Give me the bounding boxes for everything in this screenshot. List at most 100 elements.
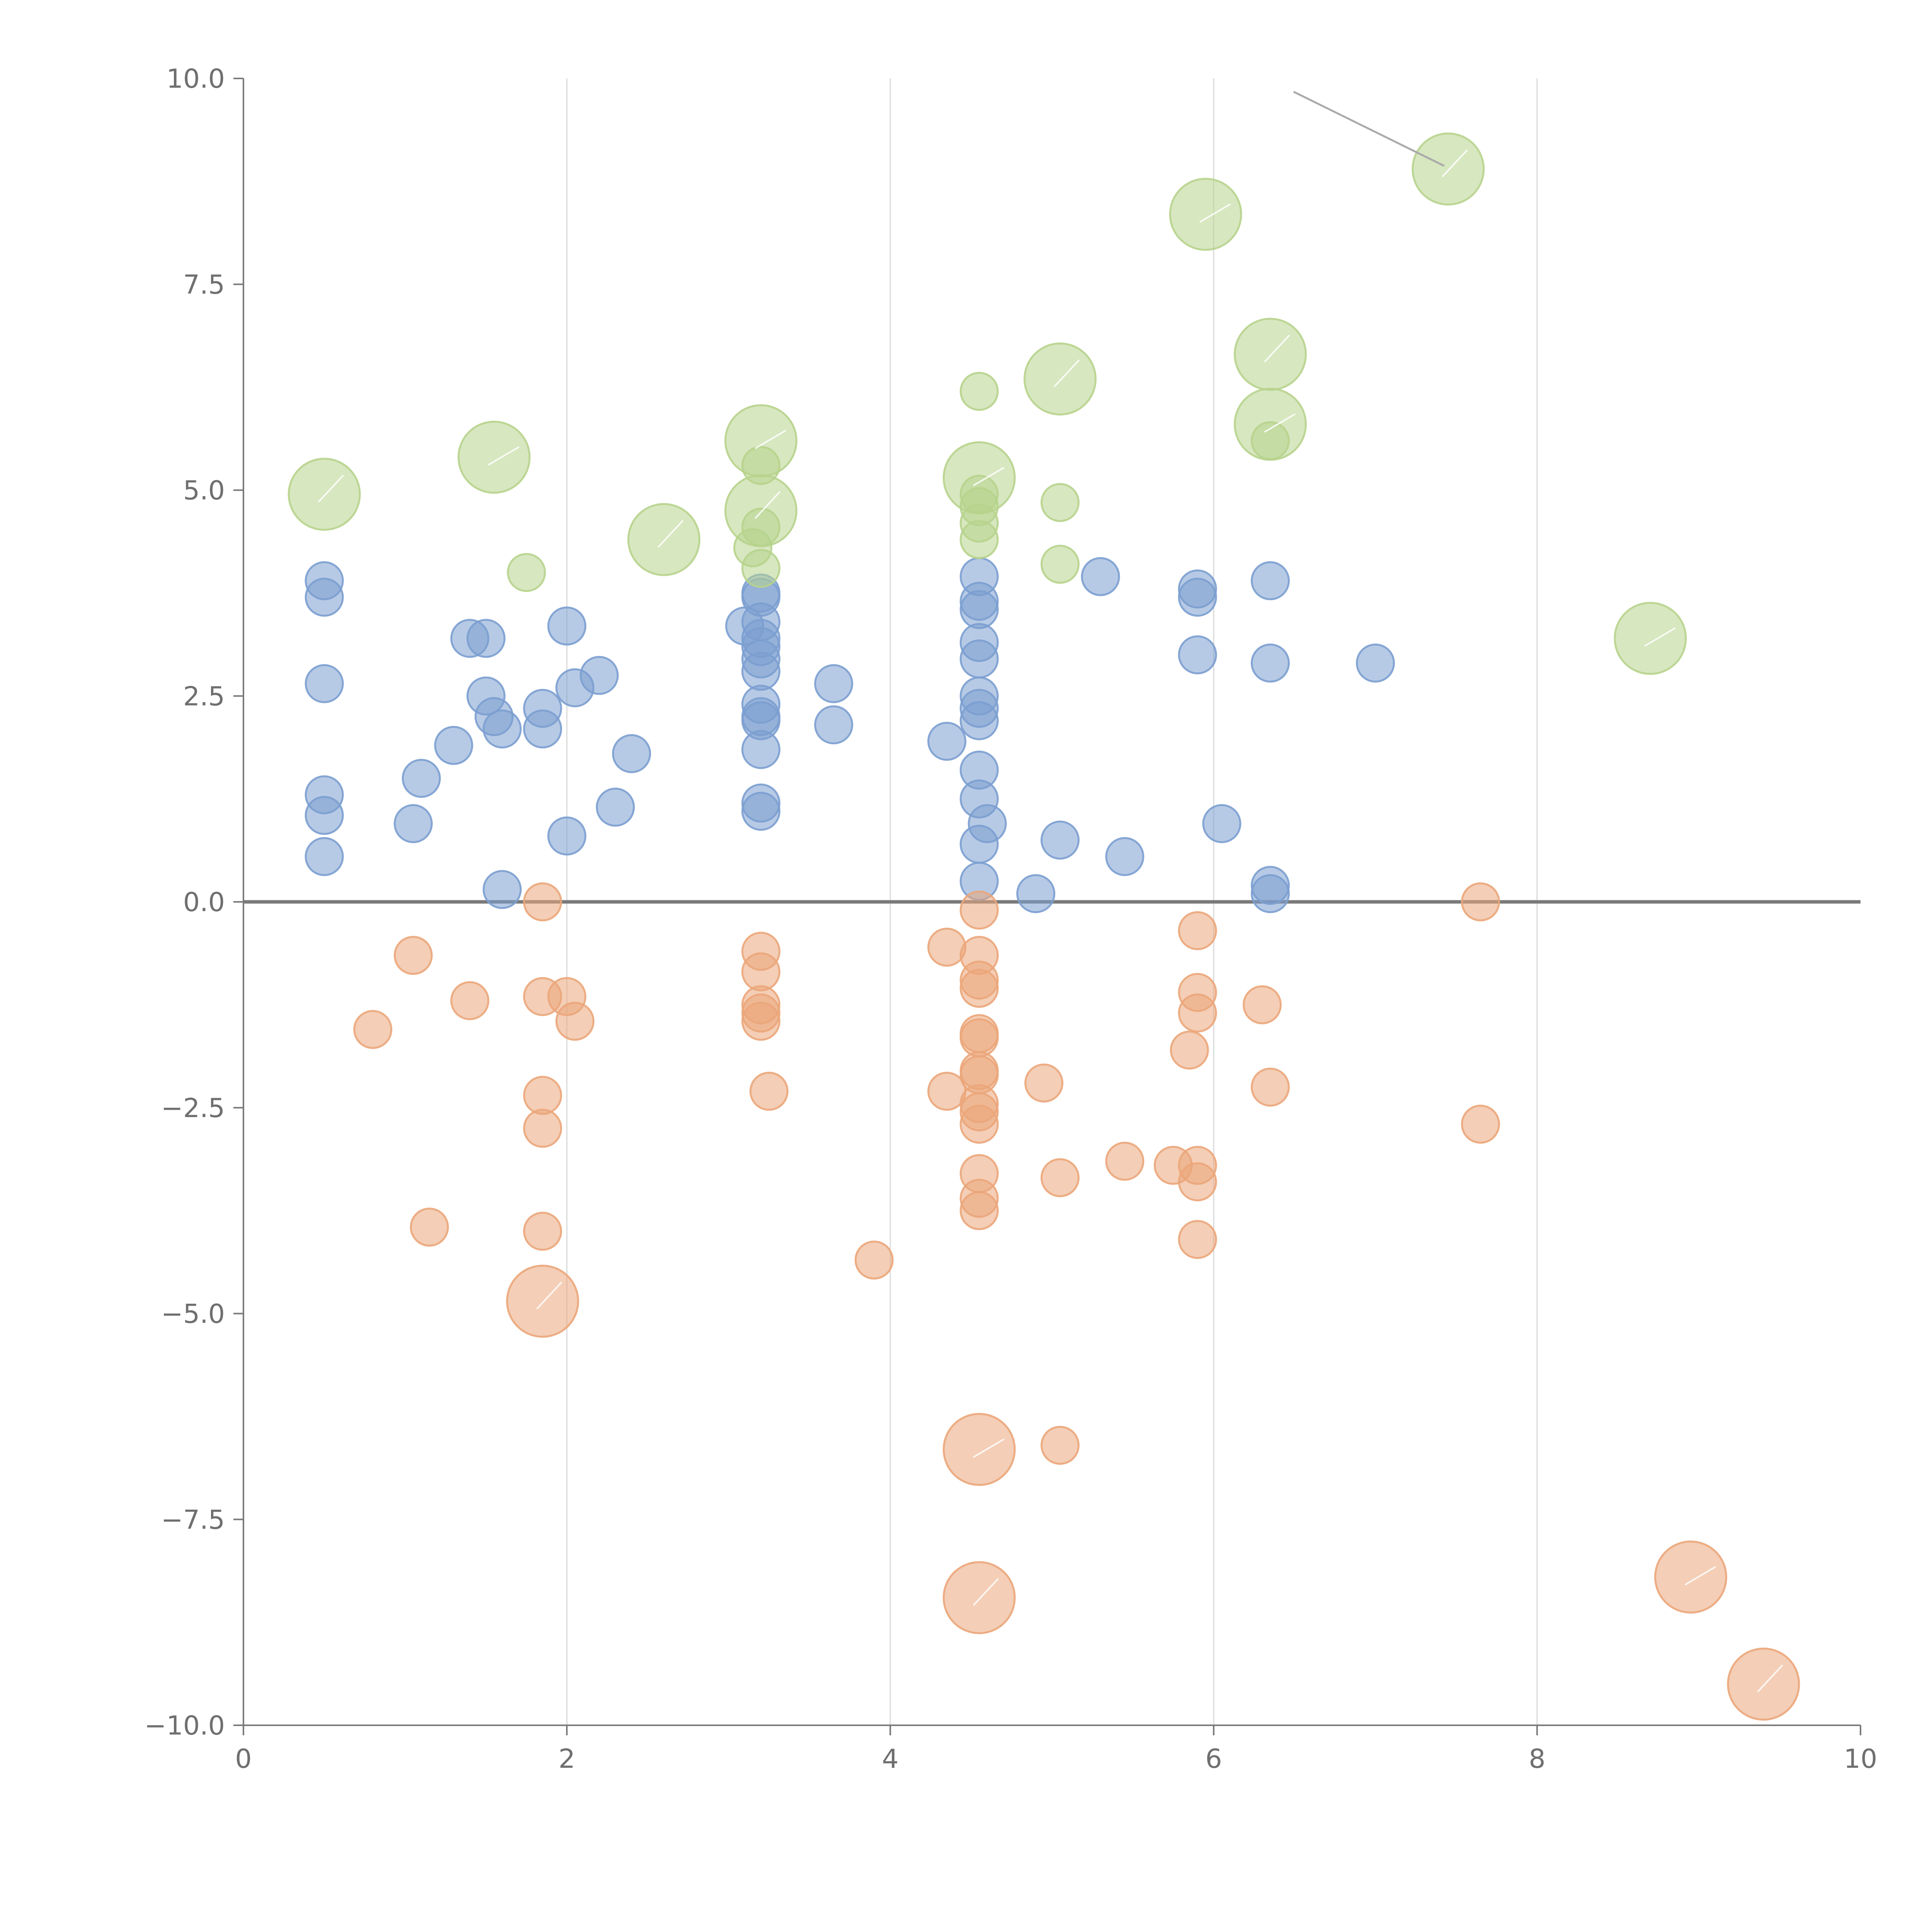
- negative-small-point-48: [1461, 882, 1500, 922]
- positive-small-point-54: [1040, 820, 1080, 860]
- green-large-leader-8: [1264, 335, 1290, 363]
- orange-large-point-2: [942, 1561, 1016, 1634]
- positive-small-point-55: [1081, 557, 1120, 596]
- orange-large-leader-4: [1757, 1664, 1783, 1692]
- positive-small-point-14: [483, 870, 522, 909]
- negative-small-point-10: [555, 1002, 595, 1041]
- positive-small-point-20: [580, 656, 619, 695]
- negative-small-point-20: [959, 890, 999, 930]
- negative-small-point-30: [959, 1104, 999, 1144]
- negative-small-point-46: [1243, 985, 1282, 1024]
- negative-small-point-0: [353, 1010, 393, 1049]
- green-large-point-5: [942, 441, 1016, 515]
- x-tick-label: 2: [558, 1744, 575, 1774]
- positive-small-point-17: [547, 816, 587, 856]
- negative-small-point-1: [393, 936, 433, 975]
- negative-small-point-17: [854, 1240, 894, 1280]
- green-large-point-9: [1233, 388, 1307, 461]
- green-large-point-11: [1614, 602, 1687, 675]
- negative-small-point-12: [741, 952, 781, 992]
- green-large-point-1: [457, 420, 531, 494]
- negative-small-point-47: [1250, 1067, 1290, 1107]
- green-large-point-2: [627, 503, 701, 576]
- positive-small-point-58: [1178, 578, 1217, 617]
- negative-small-point-7: [523, 1109, 562, 1148]
- x-tick-label: 0: [235, 1744, 252, 1774]
- positive-small-point-34: [741, 730, 781, 769]
- positive-small-point-7: [401, 759, 441, 798]
- negative-small-point-15: [741, 1002, 781, 1041]
- orange-large-leader-1: [973, 1438, 1005, 1458]
- positive-small-point-18: [547, 606, 587, 646]
- annotation-leader-line: [1293, 91, 1445, 167]
- green-large-point-6: [1023, 342, 1097, 416]
- green-small-point-10: [1040, 483, 1080, 522]
- bubble-layer: [287, 132, 1800, 1721]
- positive-small-point-38: [814, 705, 854, 745]
- x-tick-label: 4: [882, 1744, 898, 1774]
- green-small-point-0: [507, 553, 546, 592]
- green-large-leader-0: [318, 474, 344, 503]
- x-tick-label: 8: [1529, 1744, 1545, 1774]
- green-large-leader-5: [973, 467, 1005, 486]
- positive-small-point-59: [1178, 635, 1217, 675]
- green-small-point-11: [1040, 544, 1080, 584]
- green-large-leader-6: [1053, 359, 1080, 388]
- negative-small-point-33: [959, 1191, 999, 1230]
- negative-small-point-40: [1178, 911, 1217, 951]
- orange-large-point-1: [942, 1413, 1016, 1486]
- green-small-point-9: [959, 520, 999, 559]
- green-large-point-8: [1233, 318, 1307, 391]
- green-large-leader-4: [754, 491, 781, 519]
- positive-small-point-64: [1250, 874, 1290, 913]
- green-large-point-10: [1412, 132, 1485, 206]
- negative-small-point-2: [410, 1208, 449, 1247]
- y-tick-label: −5.0: [161, 1299, 225, 1330]
- positive-small-point-10: [466, 619, 506, 658]
- y-tick-label: 2.5: [183, 681, 225, 712]
- positive-small-point-47: [959, 701, 999, 740]
- negative-small-point-25: [959, 1018, 999, 1058]
- negative-small-point-3: [450, 981, 490, 1020]
- negative-small-point-4: [523, 882, 562, 922]
- positive-small-point-62: [1250, 643, 1290, 683]
- negative-small-point-19: [927, 927, 966, 967]
- green-large-point-4: [724, 474, 798, 548]
- negative-small-point-8: [523, 1211, 562, 1251]
- negative-small-point-39: [1170, 1031, 1209, 1070]
- positive-small-point-65: [1356, 643, 1395, 683]
- leader-lines: [318, 91, 1783, 1692]
- positive-small-point-56: [1105, 837, 1145, 876]
- x-tick-label: 10: [1844, 1744, 1878, 1774]
- x-tick-label: 6: [1205, 1744, 1222, 1774]
- y-tick-label: 7.5: [183, 270, 225, 300]
- orange-large-leader-0: [536, 1281, 563, 1310]
- y-tick-label: 10.0: [167, 64, 225, 94]
- green-small-point-5: [959, 372, 999, 411]
- positive-small-point-51: [959, 825, 999, 864]
- green-large-leader-11: [1644, 627, 1676, 647]
- green-small-point-4: [741, 549, 781, 588]
- positive-small-point-53: [1016, 874, 1056, 913]
- positive-small-point-2: [304, 664, 344, 703]
- positive-small-point-4: [304, 796, 344, 835]
- positive-small-point-44: [959, 639, 999, 679]
- negative-small-point-35: [1040, 1158, 1080, 1197]
- negative-small-point-34: [1024, 1063, 1064, 1103]
- positive-small-point-16: [523, 709, 562, 748]
- orange-large-leader-2: [973, 1578, 999, 1606]
- green-large-leader-9: [1264, 413, 1296, 433]
- y-tick-label: −10.0: [145, 1711, 225, 1741]
- negative-small-point-42: [1178, 993, 1217, 1033]
- negative-small-point-16: [749, 1071, 789, 1111]
- negative-small-point-6: [523, 1076, 562, 1115]
- green-large-point-0: [287, 457, 361, 531]
- positive-small-point-36: [741, 792, 781, 831]
- y-tick-label: 0.0: [183, 887, 225, 918]
- y-tick-label: 5.0: [183, 476, 225, 506]
- orange-large-point-0: [506, 1265, 579, 1338]
- positive-small-point-37: [814, 664, 854, 703]
- positive-small-point-1: [304, 578, 344, 617]
- green-large-leader-3: [755, 430, 786, 449]
